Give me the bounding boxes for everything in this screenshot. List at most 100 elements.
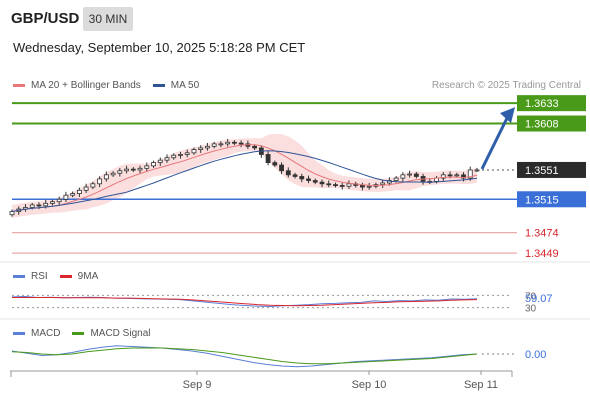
candle-up [184,152,190,155]
candle-up [205,145,210,149]
candle-up [211,143,217,147]
candle-down [279,164,284,172]
rsi-legend: RSI 9MA [13,271,110,282]
candle-up [467,169,473,179]
candle-down [231,141,237,144]
legend-label: MACD [31,328,61,339]
legend-item-rsi: RSI [13,271,48,282]
projection-arrow-shaft [480,117,509,170]
level-label-resistance: 1.3633 [525,98,559,110]
candle-up [400,174,406,179]
candle-down [319,181,325,185]
candle-down [339,185,345,187]
legend-swatch [13,332,25,335]
rsi-series-line [12,297,478,307]
candle-up [171,154,177,159]
candle-up [9,211,15,216]
legend-item-macd-signal: MACD Signal [72,328,150,339]
candle-up [407,173,413,176]
candle-down [285,170,291,176]
candle-down [333,184,338,187]
rsi-level-label: 30 [525,304,537,315]
candle-down [312,180,318,183]
legend-label: 9MA [77,271,99,282]
candle-up [103,174,109,180]
bollinger-bands [12,133,477,218]
legend-swatch [13,84,25,87]
ma50-line [11,150,478,212]
time-axis-label: Sep 11 [464,379,498,391]
candle-up [151,162,156,167]
candle-up [454,174,460,177]
macd-legend: MACD MACD Signal [13,328,162,339]
candle-down [299,176,305,180]
legend-swatch [72,332,85,335]
level-label-box [517,161,586,178]
candle-up [83,186,89,191]
candle-down [360,185,365,188]
candle-up [137,167,143,171]
candle-down [36,204,42,207]
legend-swatch [13,275,25,278]
candlesticks [9,138,480,217]
legend-item-ma50: MA 50 [152,80,200,91]
candle-up [97,178,103,185]
level-label-support: 1.3515 [525,194,559,206]
time-axis-label: Sep 10 [352,379,387,391]
candle-up [366,185,372,188]
macd-last-value: 0.00 [525,349,546,361]
legend-label: MA 20 + Bollinger Bands [31,80,141,91]
legend-item-ma20: MA 20 + Bollinger Bands [13,80,141,91]
candle-up [110,172,116,176]
candle-up [63,194,69,200]
level-label-box [517,191,586,208]
candle-up [144,165,150,169]
level-label-box [517,95,586,112]
legend-swatch [59,275,72,278]
candle-up [157,159,163,164]
candle-up [43,202,49,207]
candle-up [474,169,480,172]
projection-arrow [480,107,515,170]
candle-down [130,168,136,171]
legend-label: MACD Signal [90,328,151,339]
candle-up [346,183,352,187]
legend-item-macd: MACD [13,328,60,339]
candle-up [90,183,96,188]
level-label-box [517,115,586,132]
candle-down [306,178,311,181]
level-label-resistance: 1.3608 [525,119,559,131]
bollinger-band-area [12,133,477,218]
candle-down [326,183,332,186]
candle-up [29,204,35,208]
main-legend: MA 20 + Bollinger Bands MA 50 [13,80,211,91]
candle-up [440,174,446,179]
level-label-last: 1.3551 [525,165,559,177]
candle-up [198,147,204,150]
moving-averages [11,144,478,212]
macd-series-line [11,345,478,368]
candle-up [70,193,76,196]
macd-panel: 0.00 [0,318,590,368]
research-credit: Research © 2025 Trading Central [431,80,581,91]
candle-down [238,142,244,145]
macd-series-line [11,347,478,365]
rsi-last-value: 59.07 [525,293,553,305]
rsi-series-line [11,295,478,308]
candle-up [117,170,123,174]
ma20-line [11,144,478,212]
candle-down [272,162,278,166]
level-labels: 1.3633 1.3608 1.3551 1.3515 1.3474 1.3449 [517,95,586,260]
candle-up [225,141,231,145]
currency-pair-title: GBP/USD [11,10,80,27]
chart-datetime: Wednesday, September 10, 2025 5:18:28 PM… [13,40,306,55]
candle-up [56,198,62,203]
projection-arrow-head [500,107,515,124]
candle-up [76,189,82,194]
candle-down [292,174,298,177]
legend-label: MA 50 [170,80,200,91]
candle-up [124,168,129,172]
timeframe-button[interactable]: 30 MIN [83,7,133,31]
